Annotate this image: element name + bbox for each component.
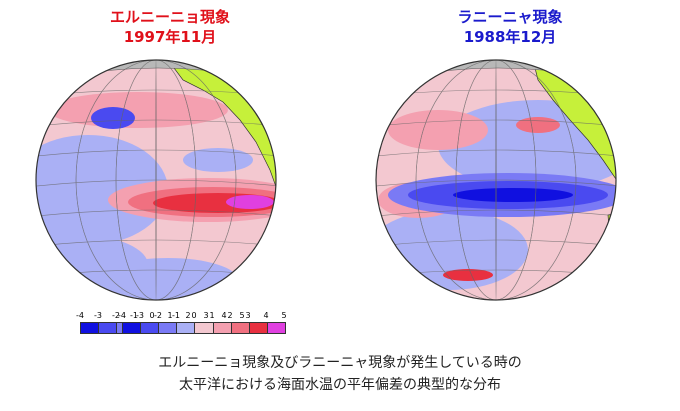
colorbar-tick-label: -1 xyxy=(172,311,180,320)
colorbar-tick-label: -3 xyxy=(94,311,102,320)
cold-band-core xyxy=(453,188,573,202)
warm-band-core xyxy=(226,195,274,209)
lanina-globe-map xyxy=(375,59,617,301)
colorbar-swatch xyxy=(99,323,118,333)
meridian-line xyxy=(415,60,577,300)
colorbar-swatch xyxy=(213,323,232,333)
colorbar-tick-label: 1 xyxy=(209,311,215,320)
lanina-panel: ラニーニャ現象 1988年12月 xyxy=(340,0,680,345)
colorbar-tick-label: 4 xyxy=(263,311,269,320)
colorbar-tick-label: 5 xyxy=(239,311,245,320)
figure-caption: エルニーニョ現象及びラニーニャ現象が発生している時の 太平洋における海面水温の平… xyxy=(0,352,680,396)
warm-anomaly-northwest xyxy=(388,110,488,150)
colorbar-tick-label: 0 xyxy=(149,311,155,320)
parallel-line xyxy=(376,209,616,219)
colorbar-swatch xyxy=(177,323,196,333)
meridian-line xyxy=(455,60,537,300)
parallel-line xyxy=(36,149,276,159)
south-america-land xyxy=(272,204,276,300)
elnino-title: エルニーニョ現象 xyxy=(109,8,230,26)
colorbar-tick-label: 3 xyxy=(245,311,251,320)
colorbar-swatch xyxy=(159,323,178,333)
meridian-line xyxy=(75,60,237,300)
parallel-line xyxy=(376,149,616,159)
colorbar-ticks: -4 -3 -2 -1 0 1 2 3 4 5 xyxy=(76,310,260,322)
warm-patch-south xyxy=(443,269,493,281)
colorbar-tick-label: 2 xyxy=(227,311,233,320)
colorbar-swatch xyxy=(81,323,100,333)
colorbar-tick-label: 3 xyxy=(203,311,209,320)
lanina-date: 1988年12月 xyxy=(463,28,557,46)
parallel-line xyxy=(376,179,616,189)
colorbar-tick-label: -3 xyxy=(136,311,144,320)
globe-outline xyxy=(35,59,277,301)
lanina-colorbar: -4 -3 -2 -1 0 1 2 3 4 5 xyxy=(118,310,302,346)
elnino-date: 1997年11月 xyxy=(123,28,217,46)
colorbar-tick-label: 2 xyxy=(185,311,191,320)
elnino-panel: エルニーニョ現象 1997年11月 xyxy=(0,0,340,345)
caption-line-2: 太平洋における海面水温の平年偏差の典型的な分布 xyxy=(179,377,501,393)
colorbar-swatch xyxy=(123,323,142,333)
australia-land xyxy=(18,228,34,285)
caption-line-1: エルニーニョ現象及びラニーニャ現象が発生している時の xyxy=(158,355,522,371)
colorbar-tick-label: 1 xyxy=(167,311,173,320)
colorbar-swatch xyxy=(267,323,285,333)
globe-content xyxy=(376,60,616,300)
colorbar-tick-label: -2 xyxy=(154,311,162,320)
warm-patch-north xyxy=(516,117,560,133)
australia-land xyxy=(376,232,385,291)
globe-outline xyxy=(375,59,617,301)
parallel-line xyxy=(36,179,276,189)
globe-content xyxy=(18,60,276,300)
cool-patch-north xyxy=(91,107,135,129)
colorbar-swatch xyxy=(249,323,268,333)
cool-anomaly-west xyxy=(36,135,168,245)
parallel-line xyxy=(36,209,276,219)
meridian-line xyxy=(115,60,197,300)
colorbar-tick-label: 0 xyxy=(191,311,197,320)
lanina-title: ラニーニャ現象 xyxy=(457,8,563,26)
colorbar-swatch xyxy=(141,323,160,333)
colorbar-swatch xyxy=(231,323,250,333)
south-america-land xyxy=(607,209,616,300)
elnino-globe-map xyxy=(18,59,277,301)
colorbar-swatch xyxy=(195,323,214,333)
cool-anomaly-south xyxy=(98,258,238,300)
colorbar-tick-label: -4 xyxy=(118,311,126,320)
colorbar-tick-label: 5 xyxy=(281,311,287,320)
colorbar-tick-label: -2 xyxy=(112,311,120,320)
colorbar-tick-label: -4 xyxy=(76,311,84,320)
colorbar-boxes xyxy=(122,322,286,334)
colorbar-ticks: -4 -3 -2 -1 0 1 2 3 4 5 xyxy=(118,310,302,322)
colorbar-tick-label: -1 xyxy=(130,311,138,320)
colorbar-tick-label: 4 xyxy=(221,311,227,320)
